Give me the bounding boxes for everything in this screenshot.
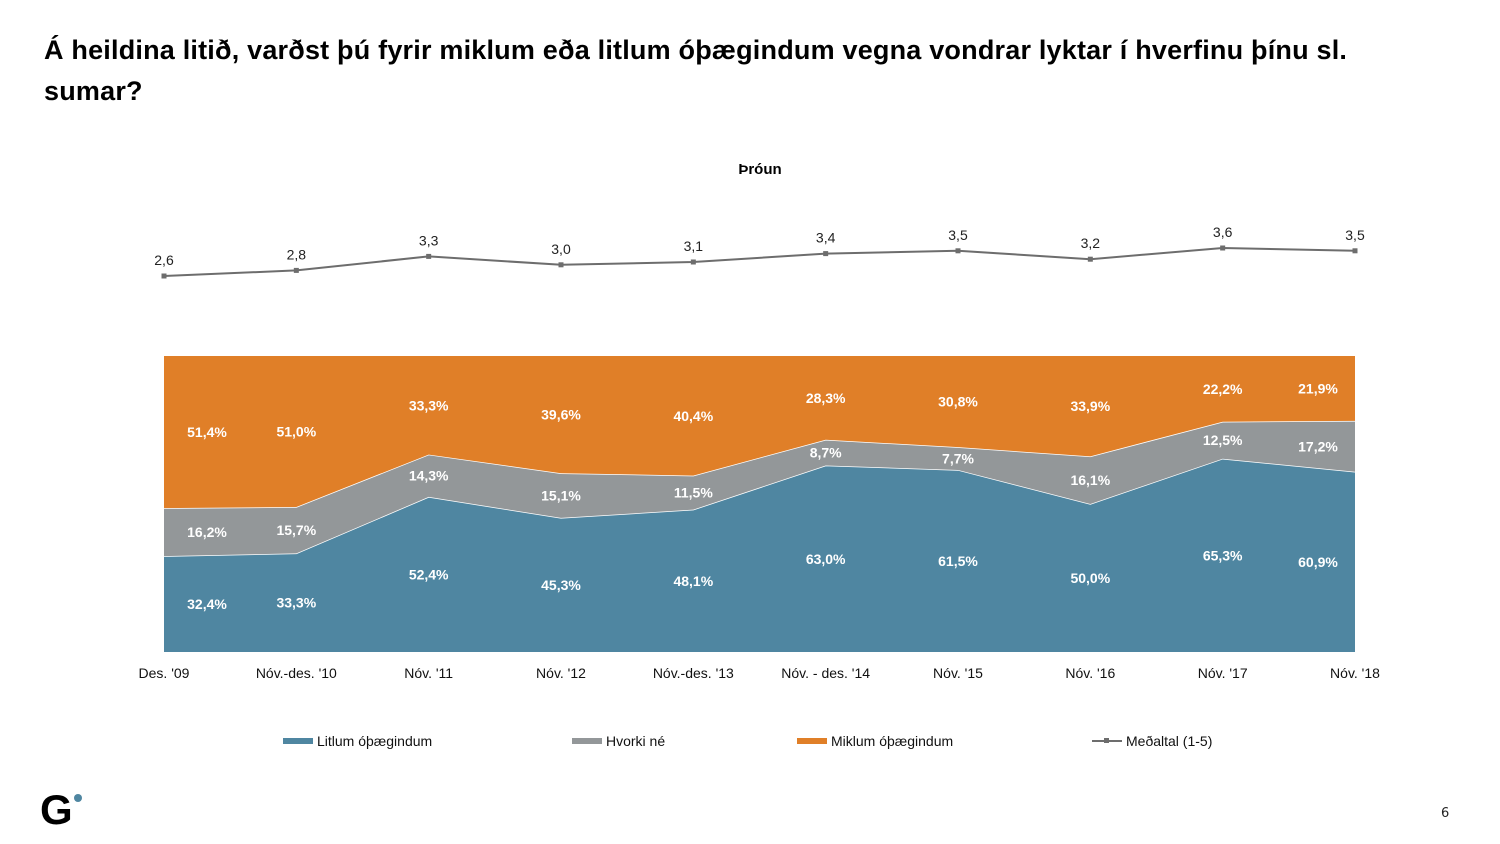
x-tick-label: Nóv. - des. '14: [781, 665, 870, 681]
chart-title: Þróun: [738, 161, 781, 178]
data-label-litlum: 52,4%: [409, 566, 449, 582]
percent-label-layer: 32,4% 33,3% 52,4% 45,3% 48,1% 63,0% 61,5% 50,0%…: [187, 380, 1338, 612]
x-tick-label: Nóv. '17: [1198, 665, 1248, 681]
data-label-hvorki: 17,2%: [1298, 438, 1338, 454]
average-point: [293, 267, 299, 273]
company-logo: G: [40, 789, 90, 831]
page-number: 6: [1441, 806, 1450, 821]
data-label-litlum: 50,0%: [1070, 570, 1110, 586]
average-value-label: 3,3: [419, 232, 439, 248]
x-tick-label: Nóv.-des. '13: [653, 665, 734, 681]
average-value-label: 3,5: [948, 227, 968, 243]
data-label-hvorki: 15,1%: [541, 488, 581, 504]
data-label-hvorki: 16,1%: [1070, 472, 1110, 488]
legend-label: Meðaltal (1-5): [1126, 733, 1213, 749]
logo-dot-icon: [74, 794, 82, 802]
average-point: [823, 251, 829, 257]
x-tick-label: Nóv. '18: [1330, 665, 1380, 681]
legend-label: Miklum óþægindum: [831, 733, 954, 749]
legend-label: Litlum óþægindum: [317, 733, 433, 749]
data-label-hvorki: 7,7%: [942, 451, 974, 467]
legend-swatch-miklum: [797, 738, 827, 744]
page-title: Á heildina litið, varðst þú fyrir miklum…: [44, 35, 1348, 106]
stacked-area-layer: [163, 356, 1356, 652]
legend-item-miklum: Miklum óþægindum: [797, 733, 953, 749]
average-point: [1352, 248, 1358, 254]
x-tick-label: Nóv. '15: [933, 665, 983, 681]
x-tick-label: Nóv. '12: [536, 665, 586, 681]
data-label-litlum: 61,5%: [938, 553, 978, 569]
data-label-litlum: 60,9%: [1298, 554, 1338, 570]
average-value-label: 3,0: [551, 241, 571, 257]
average-value-label: 2,8: [287, 246, 307, 262]
average-point: [690, 259, 696, 265]
data-label-miklum: 28,3%: [806, 390, 846, 406]
data-label-miklum: 51,4%: [187, 424, 227, 440]
data-label-hvorki: 14,3%: [409, 468, 449, 484]
data-label-hvorki: 15,7%: [276, 522, 316, 538]
average-value-label: 3,6: [1213, 224, 1233, 240]
data-label-miklum: 30,8%: [938, 394, 978, 410]
data-label-miklum: 33,9%: [1070, 398, 1110, 414]
average-point: [1087, 256, 1093, 262]
data-label-litlum: 45,3%: [541, 577, 581, 593]
x-tick-label: Nóv.-des. '10: [256, 665, 337, 681]
data-label-litlum: 33,3%: [276, 595, 316, 611]
x-axis-ticks: Des. '09 Nóv.-des. '10 Nóv. '11 Nóv. '12 Nóv…: [139, 665, 1381, 681]
legend-item-hvorki: Hvorki né: [572, 733, 665, 749]
data-label-litlum: 32,4%: [187, 596, 227, 612]
average-point: [558, 262, 564, 268]
data-label-miklum: 22,2%: [1203, 381, 1243, 397]
average-value-label: 3,5: [1345, 227, 1365, 243]
average-point: [1220, 245, 1226, 251]
average-line-layer: 2,6 2,8 3,3 3,0 3,1 3,4 3,5 3,2 3,6 3,5: [154, 224, 1365, 279]
data-label-hvorki: 12,5%: [1203, 432, 1243, 448]
legend-line-marker-icon: [1092, 738, 1122, 743]
legend-item-litlum: Litlum óþægindum: [283, 733, 432, 749]
legend-swatch-litlum: [283, 738, 313, 744]
average-point: [426, 253, 432, 259]
data-label-hvorki: 11,5%: [674, 485, 713, 501]
average-value-label: 3,1: [684, 238, 704, 254]
area-miklum: [164, 356, 1355, 509]
data-label-miklum: 51,0%: [276, 423, 316, 439]
chart-legend: Litlum óþægindum Hvorki né Miklum óþægin…: [0, 733, 1500, 753]
data-label-miklum: 39,6%: [541, 407, 581, 423]
x-tick-label: Nóv. '16: [1065, 665, 1115, 681]
legend-swatch-hvorki: [572, 738, 602, 744]
x-tick-label: Nóv. '11: [404, 665, 453, 681]
logo-letter: G: [40, 786, 73, 833]
x-tick-label: Des. '09: [139, 665, 190, 681]
data-label-hvorki: 8,7%: [810, 445, 842, 461]
data-label-litlum: 63,0%: [806, 551, 846, 567]
average-point: [161, 273, 167, 279]
legend-label: Hvorki né: [606, 733, 666, 749]
data-label-litlum: 48,1%: [673, 573, 713, 589]
average-line: [163, 246, 1356, 277]
average-value-label: 3,4: [816, 230, 836, 246]
data-label-miklum: 40,4%: [673, 408, 713, 424]
legend-item-average: Meðaltal (1-5): [1092, 733, 1212, 749]
average-value-label: 2,6: [154, 252, 174, 268]
average-point: [955, 248, 961, 254]
data-label-miklum: 33,3%: [409, 397, 449, 413]
data-label-litlum: 65,3%: [1203, 547, 1243, 563]
data-label-hvorki: 16,2%: [187, 524, 227, 540]
data-label-miklum: 21,9%: [1298, 380, 1338, 396]
area-litlum: [164, 458, 1355, 652]
average-value-label: 3,2: [1081, 235, 1101, 251]
